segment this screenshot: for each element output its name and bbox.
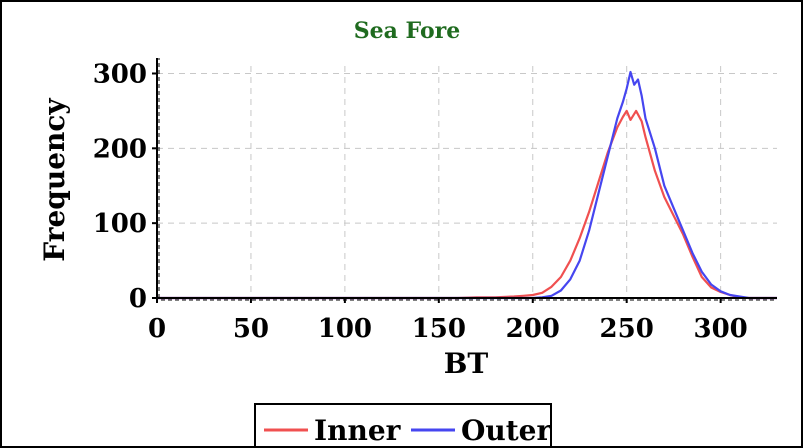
legend-label-inner: Inner — [314, 414, 402, 446]
x-tick-label: 150 — [412, 314, 466, 344]
y-tick-label: 300 — [93, 59, 147, 89]
x-tick-label: 100 — [318, 314, 372, 344]
x-tick-label: 0 — [148, 314, 166, 344]
series-line-outer — [157, 70, 777, 300]
y-tick-label: 0 — [129, 284, 147, 314]
x-tick-labels: 0 50 100 150 200 250 300 — [148, 298, 748, 344]
legend-box — [254, 403, 552, 446]
x-tick-label: 200 — [506, 314, 560, 344]
series-layer — [157, 70, 777, 300]
y-tick-labels: 0 100 200 300 — [93, 59, 157, 314]
axes — [156, 58, 777, 301]
x-axis-label: BT — [444, 347, 489, 380]
y-axis-label: Frequency — [38, 98, 71, 262]
y-tick-label: 200 — [93, 134, 147, 164]
legend: Inner Outer — [254, 403, 552, 446]
grid — [157, 66, 777, 298]
x-tick-label: 250 — [600, 314, 654, 344]
y-tick-label: 100 — [93, 209, 147, 239]
x-tick-label: 300 — [693, 314, 747, 344]
series-line-inner — [157, 109, 777, 300]
legend-label-outer: Outer — [461, 414, 552, 446]
chart-title: Sea Fore — [354, 18, 460, 44]
x-tick-label: 50 — [233, 314, 269, 344]
